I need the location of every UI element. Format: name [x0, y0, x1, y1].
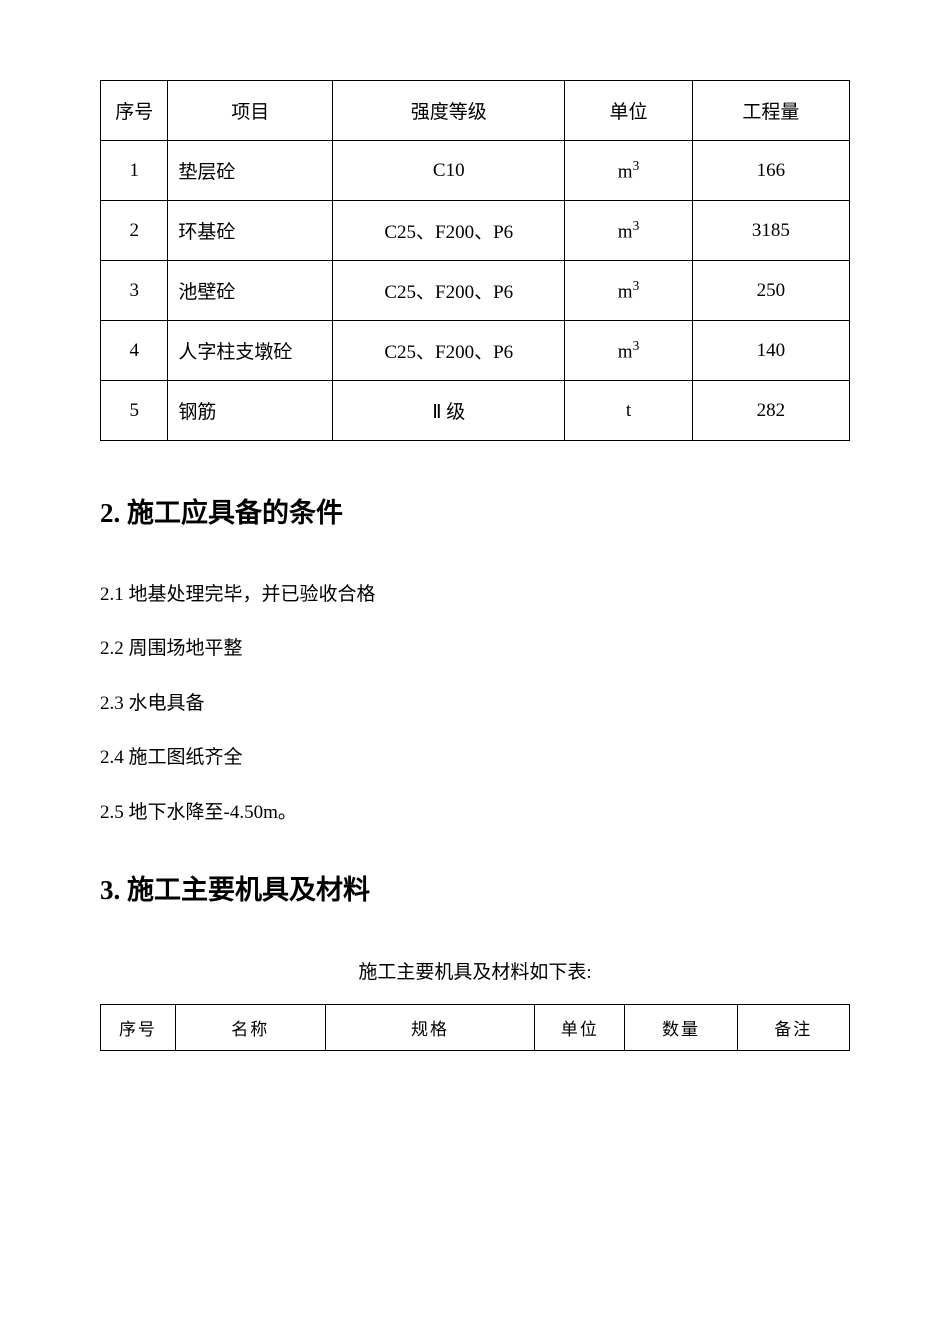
section-3-heading: 3. 施工主要机具及材料: [100, 868, 850, 907]
section2-item-3: 2.3 水电具备: [100, 689, 850, 719]
cell-item: 环基砼: [168, 201, 333, 261]
table2-header-row: 序号 名称 规格 单位 数量 备注: [101, 1004, 850, 1050]
table-row: 5钢筋Ⅱ 级t282: [101, 381, 850, 441]
section2-item-2: 2.2 周围场地平整: [100, 634, 850, 664]
cell-qty: 166: [692, 141, 849, 201]
cell-grade: C25、F200、P6: [333, 261, 565, 321]
table-header-row: 序号 项目 强度等级 单位 工程量: [101, 81, 850, 141]
table2-caption: 施工主要机具及材料如下表:: [100, 957, 850, 984]
cell-grade: C25、F200、P6: [333, 201, 565, 261]
header2-qty: 数量: [625, 1004, 737, 1050]
cell-grade: C10: [333, 141, 565, 201]
header-grade: 强度等级: [333, 81, 565, 141]
cell-item: 垫层砼: [168, 141, 333, 201]
header-seq: 序号: [101, 81, 168, 141]
cell-unit: m3: [565, 141, 692, 201]
header2-name: 名称: [175, 1004, 325, 1050]
section-2-heading: 2. 施工应具备的条件: [100, 491, 850, 530]
header-unit: 单位: [565, 81, 692, 141]
cell-seq: 3: [101, 261, 168, 321]
section2-item-5: 2.5 地下水降至-4.50m。: [100, 798, 850, 828]
cell-qty: 140: [692, 321, 849, 381]
cell-seq: 1: [101, 141, 168, 201]
cell-qty: 282: [692, 381, 849, 441]
cell-seq: 4: [101, 321, 168, 381]
header2-note: 备注: [737, 1004, 849, 1050]
table-row: 4人字柱支墩砼C25、F200、P6m3140: [101, 321, 850, 381]
cell-grade: Ⅱ 级: [333, 381, 565, 441]
section2-item-1: 2.1 地基处理完毕，并已验收合格: [100, 580, 850, 610]
header-qty: 工程量: [692, 81, 849, 141]
quantities-table: 序号 项目 强度等级 单位 工程量 1垫层砼C10m31662环基砼C25、F2…: [100, 80, 850, 441]
materials-table: 序号 名称 规格 单位 数量 备注: [100, 1004, 850, 1051]
cell-qty: 250: [692, 261, 849, 321]
header2-spec: 规格: [325, 1004, 535, 1050]
cell-qty: 3185: [692, 201, 849, 261]
cell-item: 钢筋: [168, 381, 333, 441]
cell-item: 池壁砼: [168, 261, 333, 321]
table-row: 2环基砼C25、F200、P6m33185: [101, 201, 850, 261]
section2-item-4: 2.4 施工图纸齐全: [100, 743, 850, 773]
cell-seq: 5: [101, 381, 168, 441]
header2-seq: 序号: [101, 1004, 176, 1050]
header2-unit: 单位: [535, 1004, 625, 1050]
cell-unit: m3: [565, 261, 692, 321]
cell-unit: t: [565, 381, 692, 441]
cell-unit: m3: [565, 201, 692, 261]
cell-unit: m3: [565, 321, 692, 381]
cell-grade: C25、F200、P6: [333, 321, 565, 381]
cell-item: 人字柱支墩砼: [168, 321, 333, 381]
table-row: 1垫层砼C10m3166: [101, 141, 850, 201]
table1-body: 1垫层砼C10m31662环基砼C25、F200、P6m331853池壁砼C25…: [101, 141, 850, 441]
header-item: 项目: [168, 81, 333, 141]
cell-seq: 2: [101, 201, 168, 261]
table-row: 3池壁砼C25、F200、P6m3250: [101, 261, 850, 321]
